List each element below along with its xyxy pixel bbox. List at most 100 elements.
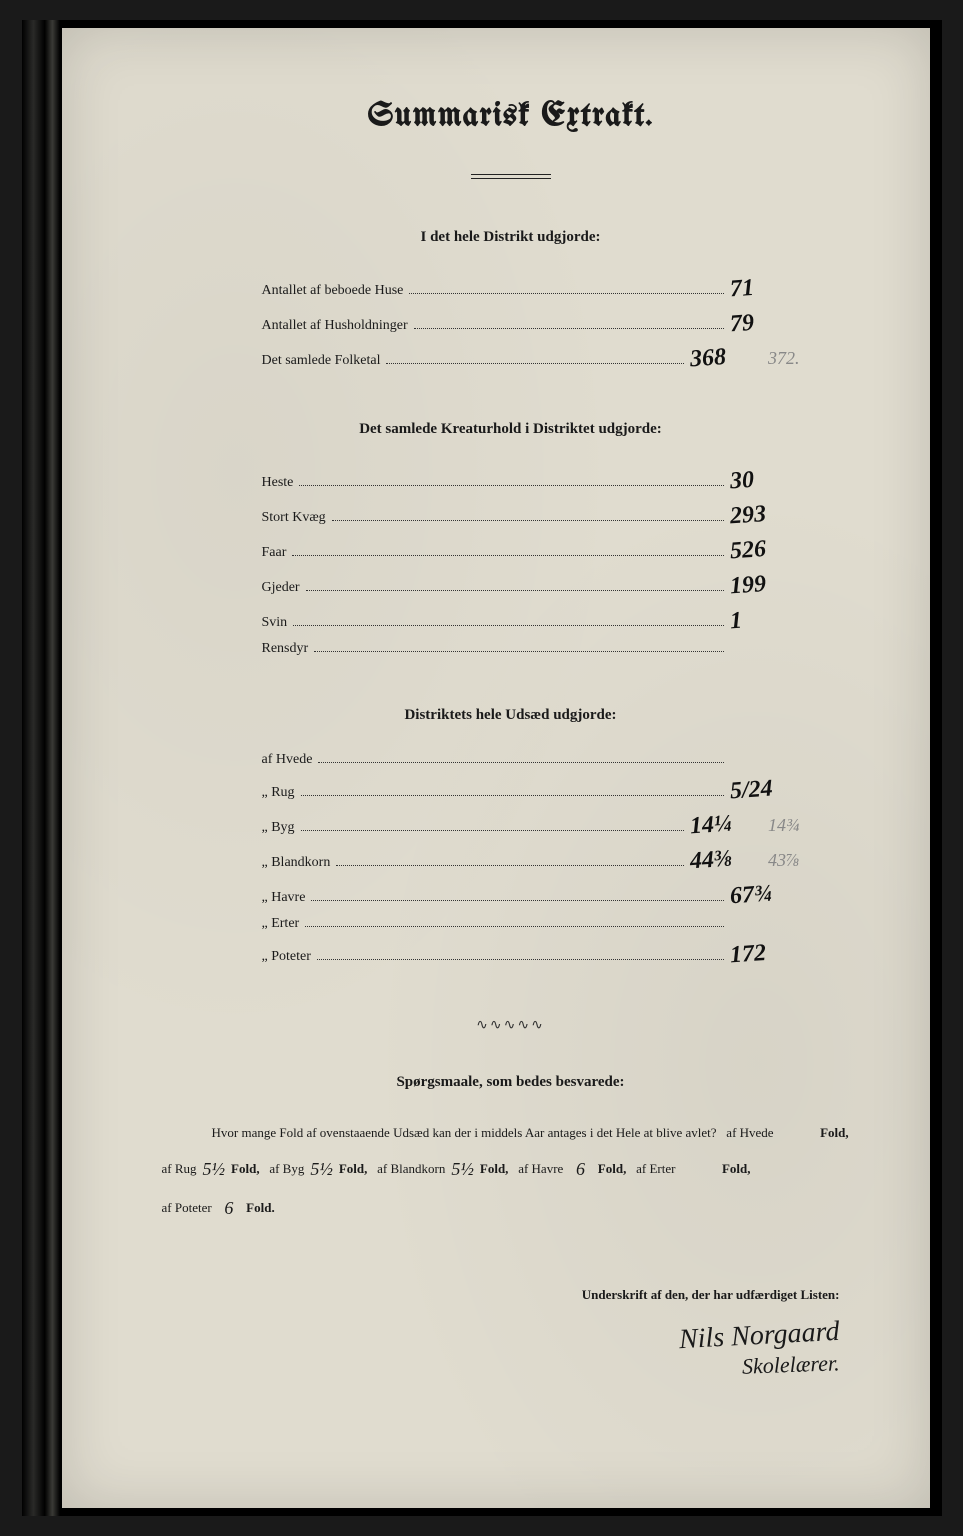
value-handwritten: 1 (729, 604, 801, 636)
q-rye-value: 5½ (200, 1150, 228, 1190)
unit: Fold, (598, 1161, 627, 1176)
value-handwritten (730, 761, 800, 766)
value-handwritten: 293 (729, 499, 801, 531)
title-rule (471, 174, 551, 179)
q-peas-value (679, 1172, 719, 1173)
leader-dots (305, 926, 723, 927)
section2-rows: Heste 30 Stort Kvæg 293 Faar 526 Gjeder … (262, 466, 800, 657)
value-pencil: 43⅞ (768, 850, 800, 871)
label: „ Blandkorn (262, 855, 331, 871)
value-pencil: 372. (768, 348, 800, 369)
row-wheat: af Hvede (262, 752, 800, 768)
label: Det samlede Folketal (262, 353, 381, 369)
value-handwritten: 14¼ (689, 809, 761, 841)
section1-heading: I det hele Distrikt udgjorde: (142, 229, 880, 246)
label: Antallet af beboede Huse (262, 283, 404, 299)
unit: Fold, (820, 1125, 849, 1140)
signature-block: Underskrift af den, der har udfærdiget L… (142, 1287, 880, 1378)
signature-role: Skolelærer. (742, 1350, 840, 1379)
section4-heading: Spørgsmaale, som bedes besvarede: (142, 1074, 880, 1091)
value-handwritten: 172 (729, 938, 801, 970)
q-rye-label: af Rug (162, 1161, 197, 1176)
signature-name: Nils Norgaard (678, 1317, 840, 1356)
q-mixed-label: af Blandkorn (377, 1161, 445, 1176)
value-handwritten: 44⅜ (689, 844, 761, 876)
leader-dots (386, 363, 684, 364)
leader-dots (299, 485, 723, 486)
row-barley: „ Byg 14¼ 14¾ (262, 811, 800, 838)
value-handwritten: 71 (729, 272, 801, 304)
q-oats-label: af Havre (518, 1161, 563, 1176)
unit: Fold, (339, 1161, 368, 1176)
row-reindeer: Rensdyr (262, 641, 800, 657)
label: „ Havre (262, 890, 306, 906)
label: „ Byg (262, 820, 295, 836)
q-wheat-value (777, 1136, 817, 1137)
row-potatoes: „ Poteter 172 (262, 940, 800, 967)
value-handwritten: 79 (729, 307, 801, 339)
value-handwritten: 526 (729, 534, 801, 566)
value-handwritten: 30 (729, 464, 801, 496)
q-potatoes-value: 6 (215, 1189, 243, 1229)
value-handwritten: 199 (729, 569, 801, 601)
value-handwritten: 368 (689, 342, 761, 374)
row-mixed-grain: „ Blandkorn 44⅜ 43⅞ (262, 846, 800, 873)
leader-dots (336, 865, 684, 866)
q-peas-label: af Erter (636, 1161, 675, 1176)
value-handwritten (730, 650, 800, 655)
label: Heste (262, 475, 294, 491)
row-rye: „ Rug 5/24 (262, 776, 800, 803)
leader-dots (332, 520, 724, 521)
row-sheep: Faar 526 (262, 536, 800, 563)
value-handwritten: 5/24 (729, 774, 801, 806)
label: Gjeder (262, 580, 300, 596)
value-handwritten: 67¾ (729, 879, 801, 911)
unit: Fold. (246, 1200, 275, 1215)
row-oats: „ Havre 67¾ (262, 881, 800, 908)
label: Rensdyr (262, 641, 309, 657)
row-households: Antallet af Husholdninger 79 (262, 309, 800, 336)
section2-heading: Det samlede Kreaturhold i Distriktet udg… (142, 421, 880, 438)
label: Faar (262, 545, 287, 561)
q-wheat-label: af Hvede (726, 1125, 773, 1140)
leader-dots (414, 328, 724, 329)
scan-frame: Summarisk Extrakt. I det hele Distrikt u… (22, 20, 942, 1516)
q-mixed-value: 5½ (449, 1150, 477, 1190)
page-title: Summarisk Extrakt. (142, 98, 880, 134)
row-swine: Svin 1 (262, 606, 800, 633)
row-houses: Antallet af beboede Huse 71 (262, 274, 800, 301)
unit: Fold, (231, 1161, 260, 1176)
leader-dots (311, 900, 723, 901)
q-barley-value: 5½ (308, 1150, 336, 1190)
leader-dots (317, 959, 724, 960)
section1-rows: Antallet af beboede Huse 71 Antallet af … (262, 274, 800, 371)
q-potatoes-label: af Poteter (162, 1200, 212, 1215)
value-pencil: 14¾ (768, 815, 800, 836)
row-cattle: Stort Kvæg 293 (262, 501, 800, 528)
label: „ Rug (262, 785, 295, 801)
section3-heading: Distriktets hele Udsæd udgjorde: (142, 707, 880, 724)
label: Antallet af Husholdninger (262, 318, 408, 334)
q-oats-value: 6 (567, 1150, 595, 1190)
leader-dots (318, 762, 723, 763)
row-peas: „ Erter (262, 916, 800, 932)
leader-dots (293, 625, 723, 626)
q-barley-label: af Byg (269, 1161, 304, 1176)
leader-dots (292, 555, 723, 556)
leader-dots (306, 590, 724, 591)
row-horses: Heste 30 (262, 466, 800, 493)
leader-dots (301, 830, 684, 831)
ornament-rule: ∿∿∿∿∿ (466, 1017, 556, 1034)
row-goats: Gjeder 199 (262, 571, 800, 598)
leader-dots (314, 651, 723, 652)
label: Svin (262, 615, 288, 631)
leader-dots (409, 293, 723, 294)
unit: Fold, (722, 1161, 751, 1176)
value-handwritten (730, 925, 800, 930)
label: af Hvede (262, 752, 313, 768)
unit: Fold, (480, 1161, 509, 1176)
label: „ Poteter (262, 949, 311, 965)
label: Stort Kvæg (262, 510, 326, 526)
leader-dots (301, 795, 724, 796)
questions-paragraph: Hvor mange Fold af ovenstaaende Udsæd ka… (162, 1119, 860, 1227)
